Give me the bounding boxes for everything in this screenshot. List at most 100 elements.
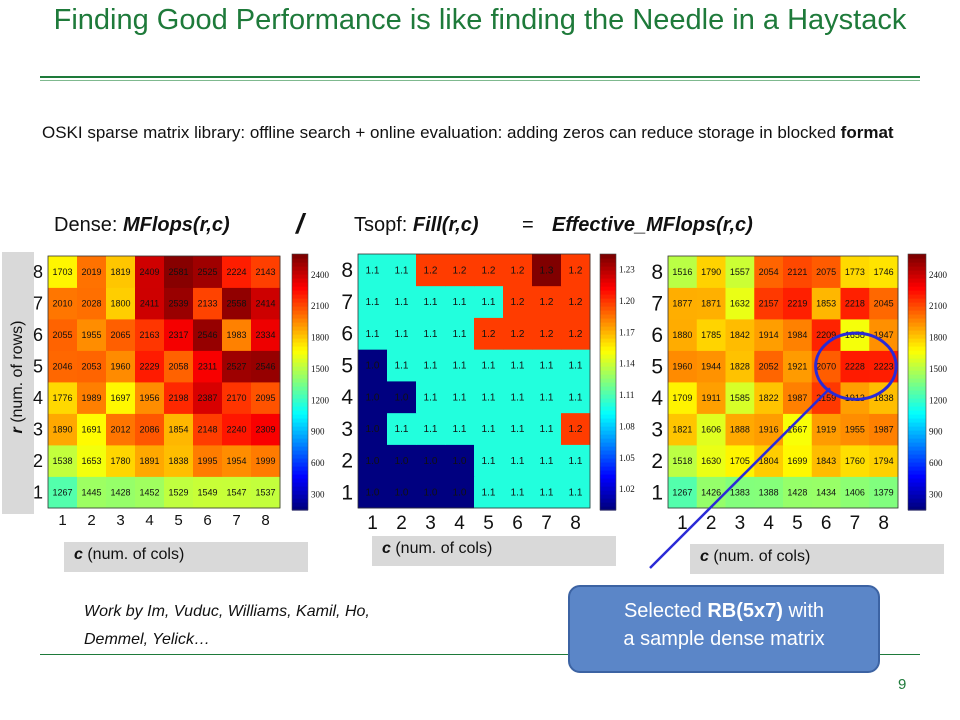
colorbar-2-band (600, 422, 616, 427)
colorbar-1-band (292, 390, 308, 395)
colorbar-1-band (292, 286, 308, 291)
colorbar-1-tick: 900 (311, 427, 325, 437)
colorbar-2-band (600, 266, 616, 271)
heatmap-1-y-tick: 8 (33, 262, 43, 282)
colorbar-2-band (600, 314, 616, 319)
heatmap-2-cell-label: 1.1 (424, 297, 438, 308)
heatmap-3-cell-label: 2159 (816, 393, 836, 403)
colorbar-1-band (292, 346, 308, 351)
heatmap-3-cell-r6-c3 (725, 319, 755, 351)
heatmap-2-cell-r5-c3 (416, 349, 446, 382)
heatmap-3-cell-r6-c8 (869, 319, 899, 351)
heatmap-2-cell-label: 1.1 (511, 424, 525, 435)
heatmap-2-cell-label: 1.1 (424, 424, 438, 435)
heatmap-1-cell-label: 1819 (110, 267, 130, 277)
heatmap-3-cell-r6-c1 (668, 319, 698, 351)
heatmap-1-cell-label: 1983 (226, 330, 246, 340)
heatmap-3-cell-label: 1428 (787, 487, 807, 497)
heatmap-2-cell-label: 1.1 (569, 488, 583, 499)
heatmap-2-x-tick: 3 (425, 513, 436, 534)
heatmap-3-cell-label: 1947 (874, 330, 894, 340)
callout-text-2: with (782, 600, 825, 622)
heatmap-3-cell-r1-c8 (869, 476, 899, 509)
colorbar-3-tick: 1200 (929, 395, 948, 405)
heatmap-2-cell-label: 1.0 (366, 361, 380, 372)
heatmap-1-cell-label: 1954 (226, 456, 246, 466)
heatmap-2-cell-r8-c5 (474, 254, 504, 287)
heatmap-3-cell-r1-c3 (725, 476, 755, 509)
heatmap-1-cell-label: 2539 (168, 298, 188, 308)
heatmap-2-cell-label: 1.2 (482, 329, 496, 340)
colorbar-2-band (600, 454, 616, 459)
heatmap-3-x-tick: 7 (850, 513, 861, 534)
colorbar-3-band (908, 434, 926, 439)
heatmap-1-cell-label: 1891 (139, 456, 159, 466)
heatmap-1-cell-label: 2095 (255, 393, 275, 403)
heatmap-1-cell-r4-c2 (77, 382, 107, 414)
colorbar-1-band (292, 466, 308, 471)
heatmap-2-cell-label: 1.1 (569, 456, 583, 467)
heatmap-3-cell-label: 1606 (701, 424, 721, 434)
heatmap-1-cell-r5-c6 (193, 350, 223, 383)
heatmap-2-cell-r4-c4 (445, 381, 475, 414)
colorbar-1-band (292, 270, 308, 275)
heatmap-1-cell-r4-c1 (48, 382, 78, 414)
colorbar-3-band (908, 318, 926, 323)
heatmap-2-cell-label: 1.0 (366, 456, 380, 467)
colorbar-3-band (908, 458, 926, 463)
colorbar-2-band (600, 498, 616, 503)
heatmap-2-cell-r7-c2 (387, 285, 417, 318)
heatmap-1-cell-label: 1838 (168, 456, 188, 466)
colorbar-1-band (292, 414, 308, 419)
colorbar-3-band (908, 294, 926, 299)
heatmap-2-cell-r6-c4 (445, 317, 475, 350)
colorbar-2-band (600, 330, 616, 335)
colorbar-1-band (292, 462, 308, 467)
heatmap-1-cell-label: 1267 (52, 487, 72, 497)
heatmap-3-cell-r4-c8 (869, 382, 899, 414)
colorbar-2-band (600, 406, 616, 411)
heatmap-2-cell-r8-c4 (445, 254, 475, 287)
colorbar-1-band (292, 442, 308, 447)
heatmap-2-cell-r4-c7 (532, 381, 562, 414)
colorbar-3-band (908, 414, 926, 419)
heatmap-1-cell-r1-c5 (164, 476, 194, 509)
heatmap-2-cell-label: 1.0 (366, 488, 380, 499)
colorbar-1-band (292, 506, 308, 511)
colorbar-1-band (292, 450, 308, 455)
heatmap-1-cell-label: 2546 (197, 330, 217, 340)
heatmap-1-cell-label: 1549 (197, 487, 217, 497)
colorbar-2-band (600, 446, 616, 451)
heatmap-2-cell-r1-c2 (387, 476, 417, 509)
heatmap-1-cell-label: 2229 (139, 361, 159, 371)
heatmap-2-cell-r6-c1 (358, 317, 388, 350)
heatmap-1-cell-r8-c2 (77, 256, 107, 288)
heatmap-1-cell-label: 2527 (226, 361, 246, 371)
colorbar-2-band (600, 254, 616, 259)
heatmap-2-cell-label: 1.1 (424, 361, 438, 372)
colorbar-1-band (292, 322, 308, 327)
heatmap-2-cell-r2-c7 (532, 444, 562, 477)
colorbar-1-tick: 1200 (311, 395, 330, 405)
heatmap-1-cell-r4-c7 (222, 382, 252, 414)
colorbar-3-band (908, 446, 926, 451)
colorbar-3-band (908, 362, 926, 367)
colorbar-2-band (600, 458, 616, 463)
heatmap-1-cell-r6-c5 (164, 319, 194, 351)
heatmap-1-cell-label: 2387 (197, 393, 217, 403)
heatmap-3-cell-label: 1804 (759, 456, 779, 466)
colorbar-2-band (600, 438, 616, 443)
colorbar-1-tick: 300 (311, 489, 325, 499)
heatmap-3-cell-r7-c4 (754, 287, 784, 320)
heatmap-1-cell-label: 2065 (110, 330, 130, 340)
heatmap-1-y-tick: 2 (33, 451, 43, 471)
heatmap-1-cell-r3-c7 (222, 413, 252, 446)
heatmap-3-cell-r2-c5 (783, 445, 813, 477)
heatmap-2-cell-r2-c6 (503, 444, 533, 477)
credit-text: Work by Im, Vuduc, Williams, Kamil, Ho, D… (84, 598, 544, 654)
heatmap-3-cell-label: 2218 (845, 298, 865, 308)
heatmap-1-y-tick: 4 (33, 388, 43, 408)
heatmap-2-cell-r8-c3 (416, 254, 446, 287)
heatmap-3-cell-r7-c8 (869, 287, 899, 320)
heatmap-1-cell-label: 1780 (110, 456, 130, 466)
